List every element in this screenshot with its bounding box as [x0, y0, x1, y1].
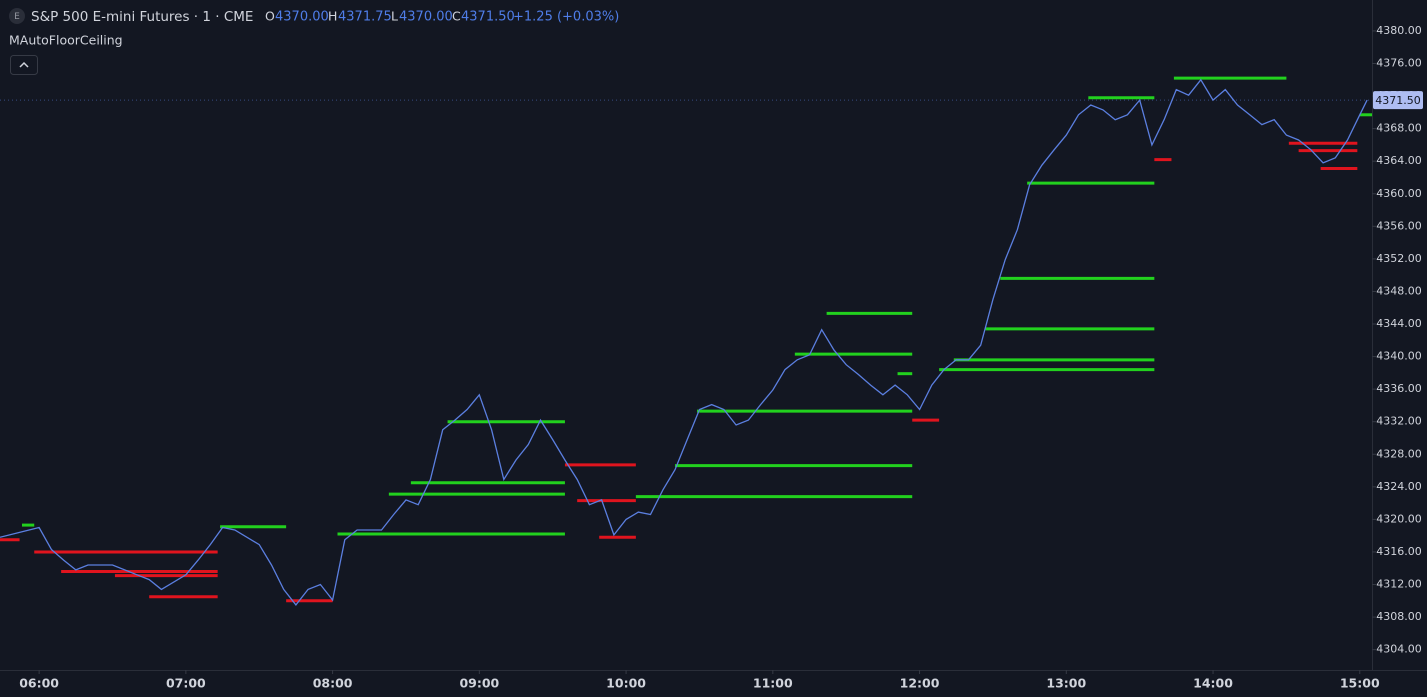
- y-tick-label: 4364.00: [1376, 154, 1422, 167]
- high-key: H: [328, 9, 337, 24]
- open-value: 4370.00: [275, 10, 329, 25]
- low-value: 4370.00: [399, 10, 453, 25]
- y-tick-label: 4348.00: [1376, 284, 1422, 297]
- x-tick-label: 11:00: [753, 676, 793, 691]
- symbol-title: S&P 500 E-mini Futures · 1 · CME: [31, 9, 253, 25]
- y-tick-label: 4344.00: [1376, 317, 1422, 330]
- change-value: +1.25 (+0.03%): [513, 10, 619, 25]
- open-key: O: [265, 9, 275, 24]
- x-tick-label: 09:00: [459, 676, 499, 691]
- price-line: [0, 78, 1368, 606]
- y-tick-label: 4376.00: [1376, 56, 1422, 69]
- y-tick-label: 4304.00: [1376, 643, 1422, 656]
- y-tick-label: 4360.00: [1376, 187, 1422, 200]
- indicator-name: MAutoFloorCeiling: [9, 33, 123, 48]
- x-tick-label: 12:00: [900, 676, 940, 691]
- collapse-button[interactable]: [10, 55, 38, 75]
- y-tick-label: 4328.00: [1376, 447, 1422, 460]
- last-price-box: [1373, 91, 1423, 110]
- y-tick-label: 4340.00: [1376, 350, 1422, 363]
- close-value: 4371.50: [461, 10, 515, 25]
- x-tick-label: 08:00: [313, 676, 353, 691]
- x-tick-label: 10:00: [606, 676, 646, 691]
- y-tick-label: 4316.00: [1376, 545, 1422, 558]
- y-tick-label: 4352.00: [1376, 252, 1422, 265]
- plot-area: [0, 76, 1372, 606]
- low-key: L: [391, 9, 398, 24]
- high-value: 4371.75: [338, 10, 392, 25]
- y-tick-label: 4336.00: [1376, 382, 1422, 395]
- y-tick-label: 4332.00: [1376, 415, 1422, 428]
- y-tick-label: 4320.00: [1376, 512, 1422, 525]
- y-tick-label: 4312.00: [1376, 578, 1422, 591]
- y-tick-label: 4380.00: [1376, 24, 1422, 37]
- y-tick-label: 4356.00: [1376, 219, 1422, 232]
- last-price-label: 4371.50: [1375, 94, 1421, 107]
- x-tick-label: 06:00: [19, 676, 59, 691]
- x-tick-label: 07:00: [166, 676, 206, 691]
- close-key: C: [452, 9, 461, 24]
- symbol-icon-letter: E: [14, 12, 20, 22]
- x-tick-label: 13:00: [1046, 676, 1086, 691]
- y-tick-label: 4308.00: [1376, 610, 1422, 623]
- x-tick-label: 14:00: [1193, 676, 1233, 691]
- y-tick-label: 4324.00: [1376, 480, 1422, 493]
- collapse-caret: [19, 61, 29, 68]
- y-tick-label: 4368.00: [1376, 122, 1422, 135]
- symbol-icon: [9, 8, 25, 24]
- x-tick-label: 15:00: [1340, 676, 1380, 691]
